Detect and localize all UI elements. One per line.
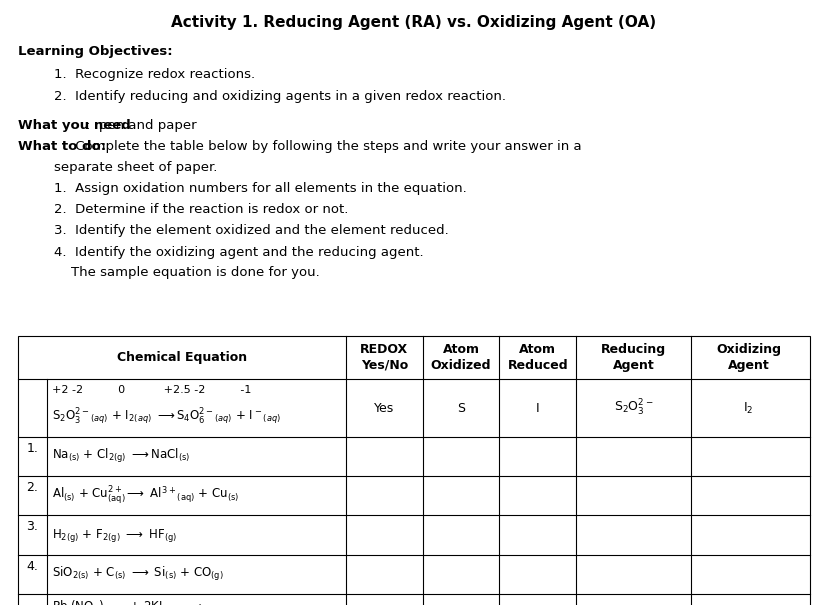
- Text: Reduced: Reduced: [507, 359, 567, 372]
- Text: $\mathregular{S_2O_3^{2-}}$$_{(aq)}$ + $\mathregular{I_2}$$_{(aq)}$ $\mathregula: $\mathregular{S_2O_3^{2-}}$$_{(aq)}$ + $…: [51, 406, 280, 427]
- Text: :  pen and paper: : pen and paper: [86, 119, 197, 131]
- Text: Activity 1. Reducing Agent (RA) vs. Oxidizing Agent (OA): Activity 1. Reducing Agent (RA) vs. Oxid…: [171, 15, 656, 30]
- Text: Yes: Yes: [374, 402, 394, 414]
- Text: S: S: [457, 402, 465, 414]
- Text: Learning Objectives:: Learning Objectives:: [18, 45, 173, 58]
- Text: I: I: [535, 402, 539, 414]
- Text: 2.  Identify reducing and oxidizing agents in a given redox reaction.: 2. Identify reducing and oxidizing agent…: [54, 90, 505, 102]
- Text: $\mathregular{Al_{(s)}}$ + $\mathregular{Cu^{2+}_{(aq)}}$$\mathregular{\longrigh: $\mathregular{Al_{(s)}}$ + $\mathregular…: [51, 485, 238, 507]
- Text: 3.: 3.: [26, 520, 38, 533]
- Text: REDOX: REDOX: [360, 343, 408, 356]
- Text: Pb $\mathregular{(NO_3)_2}$$\mathregular{_{(aq)}}$ + $\mathregular{2KI_{(aq)}}$ : Pb $\mathregular{(NO_3)_2}$$\mathregular…: [51, 599, 203, 605]
- Text: Complete the table below by following the steps and write your answer in a: Complete the table below by following th…: [71, 140, 581, 152]
- Text: $\mathregular{Na_{(s)}}$ + $\mathregular{Cl_{2(g)}}$ $\mathregular{\longrightarr: $\mathregular{Na_{(s)}}$ + $\mathregular…: [51, 448, 189, 465]
- Text: The sample equation is done for you.: The sample equation is done for you.: [54, 266, 319, 278]
- Text: 1.  Assign oxidation numbers for all elements in the equation.: 1. Assign oxidation numbers for all elem…: [54, 182, 466, 195]
- Text: 1.: 1.: [26, 442, 38, 454]
- Text: What you need: What you need: [18, 119, 131, 131]
- Text: $\mathregular{S_2O_3^{2-}}$: $\mathregular{S_2O_3^{2-}}$: [613, 398, 653, 418]
- Text: Oxidized: Oxidized: [430, 359, 490, 372]
- Text: Oxidizing: Oxidizing: [715, 343, 780, 356]
- Text: 4.: 4.: [26, 560, 38, 572]
- Text: Agent: Agent: [612, 359, 654, 372]
- Text: Chemical Equation: Chemical Equation: [117, 351, 246, 364]
- Text: $\mathregular{H_{2(g)}}$ + $\mathregular{F_{2(g)}}$ $\mathregular{\longrightarro: $\mathregular{H_{2(g)}}$ + $\mathregular…: [51, 526, 177, 544]
- Text: 2.: 2.: [26, 481, 38, 494]
- Text: Agent: Agent: [727, 359, 768, 372]
- Text: Atom: Atom: [442, 343, 479, 356]
- Text: Atom: Atom: [519, 343, 556, 356]
- Text: Reducing: Reducing: [600, 343, 666, 356]
- Text: What to do:: What to do:: [18, 140, 106, 152]
- Text: 3.  Identify the element oxidized and the element reduced.: 3. Identify the element oxidized and the…: [54, 224, 448, 237]
- Text: +2 -2          0           +2.5 -2          -1: +2 -2 0 +2.5 -2 -1: [51, 385, 251, 396]
- Text: 1.  Recognize redox reactions.: 1. Recognize redox reactions.: [54, 68, 255, 81]
- Text: 2.  Determine if the reaction is redox or not.: 2. Determine if the reaction is redox or…: [54, 203, 348, 216]
- Text: 4.  Identify the oxidizing agent and the reducing agent.: 4. Identify the oxidizing agent and the …: [54, 246, 423, 258]
- Text: separate sheet of paper.: separate sheet of paper.: [54, 161, 217, 174]
- Bar: [18, 336, 809, 605]
- Text: $\mathregular{I_2}$: $\mathregular{I_2}$: [743, 401, 753, 416]
- Text: $\mathregular{SiO_{2(s)}}$ + $\mathregular{C_{(s)}}$ $\mathregular{\longrightarr: $\mathregular{SiO_{2(s)}}$ + $\mathregul…: [51, 566, 223, 583]
- Text: Yes/No: Yes/No: [361, 359, 408, 372]
